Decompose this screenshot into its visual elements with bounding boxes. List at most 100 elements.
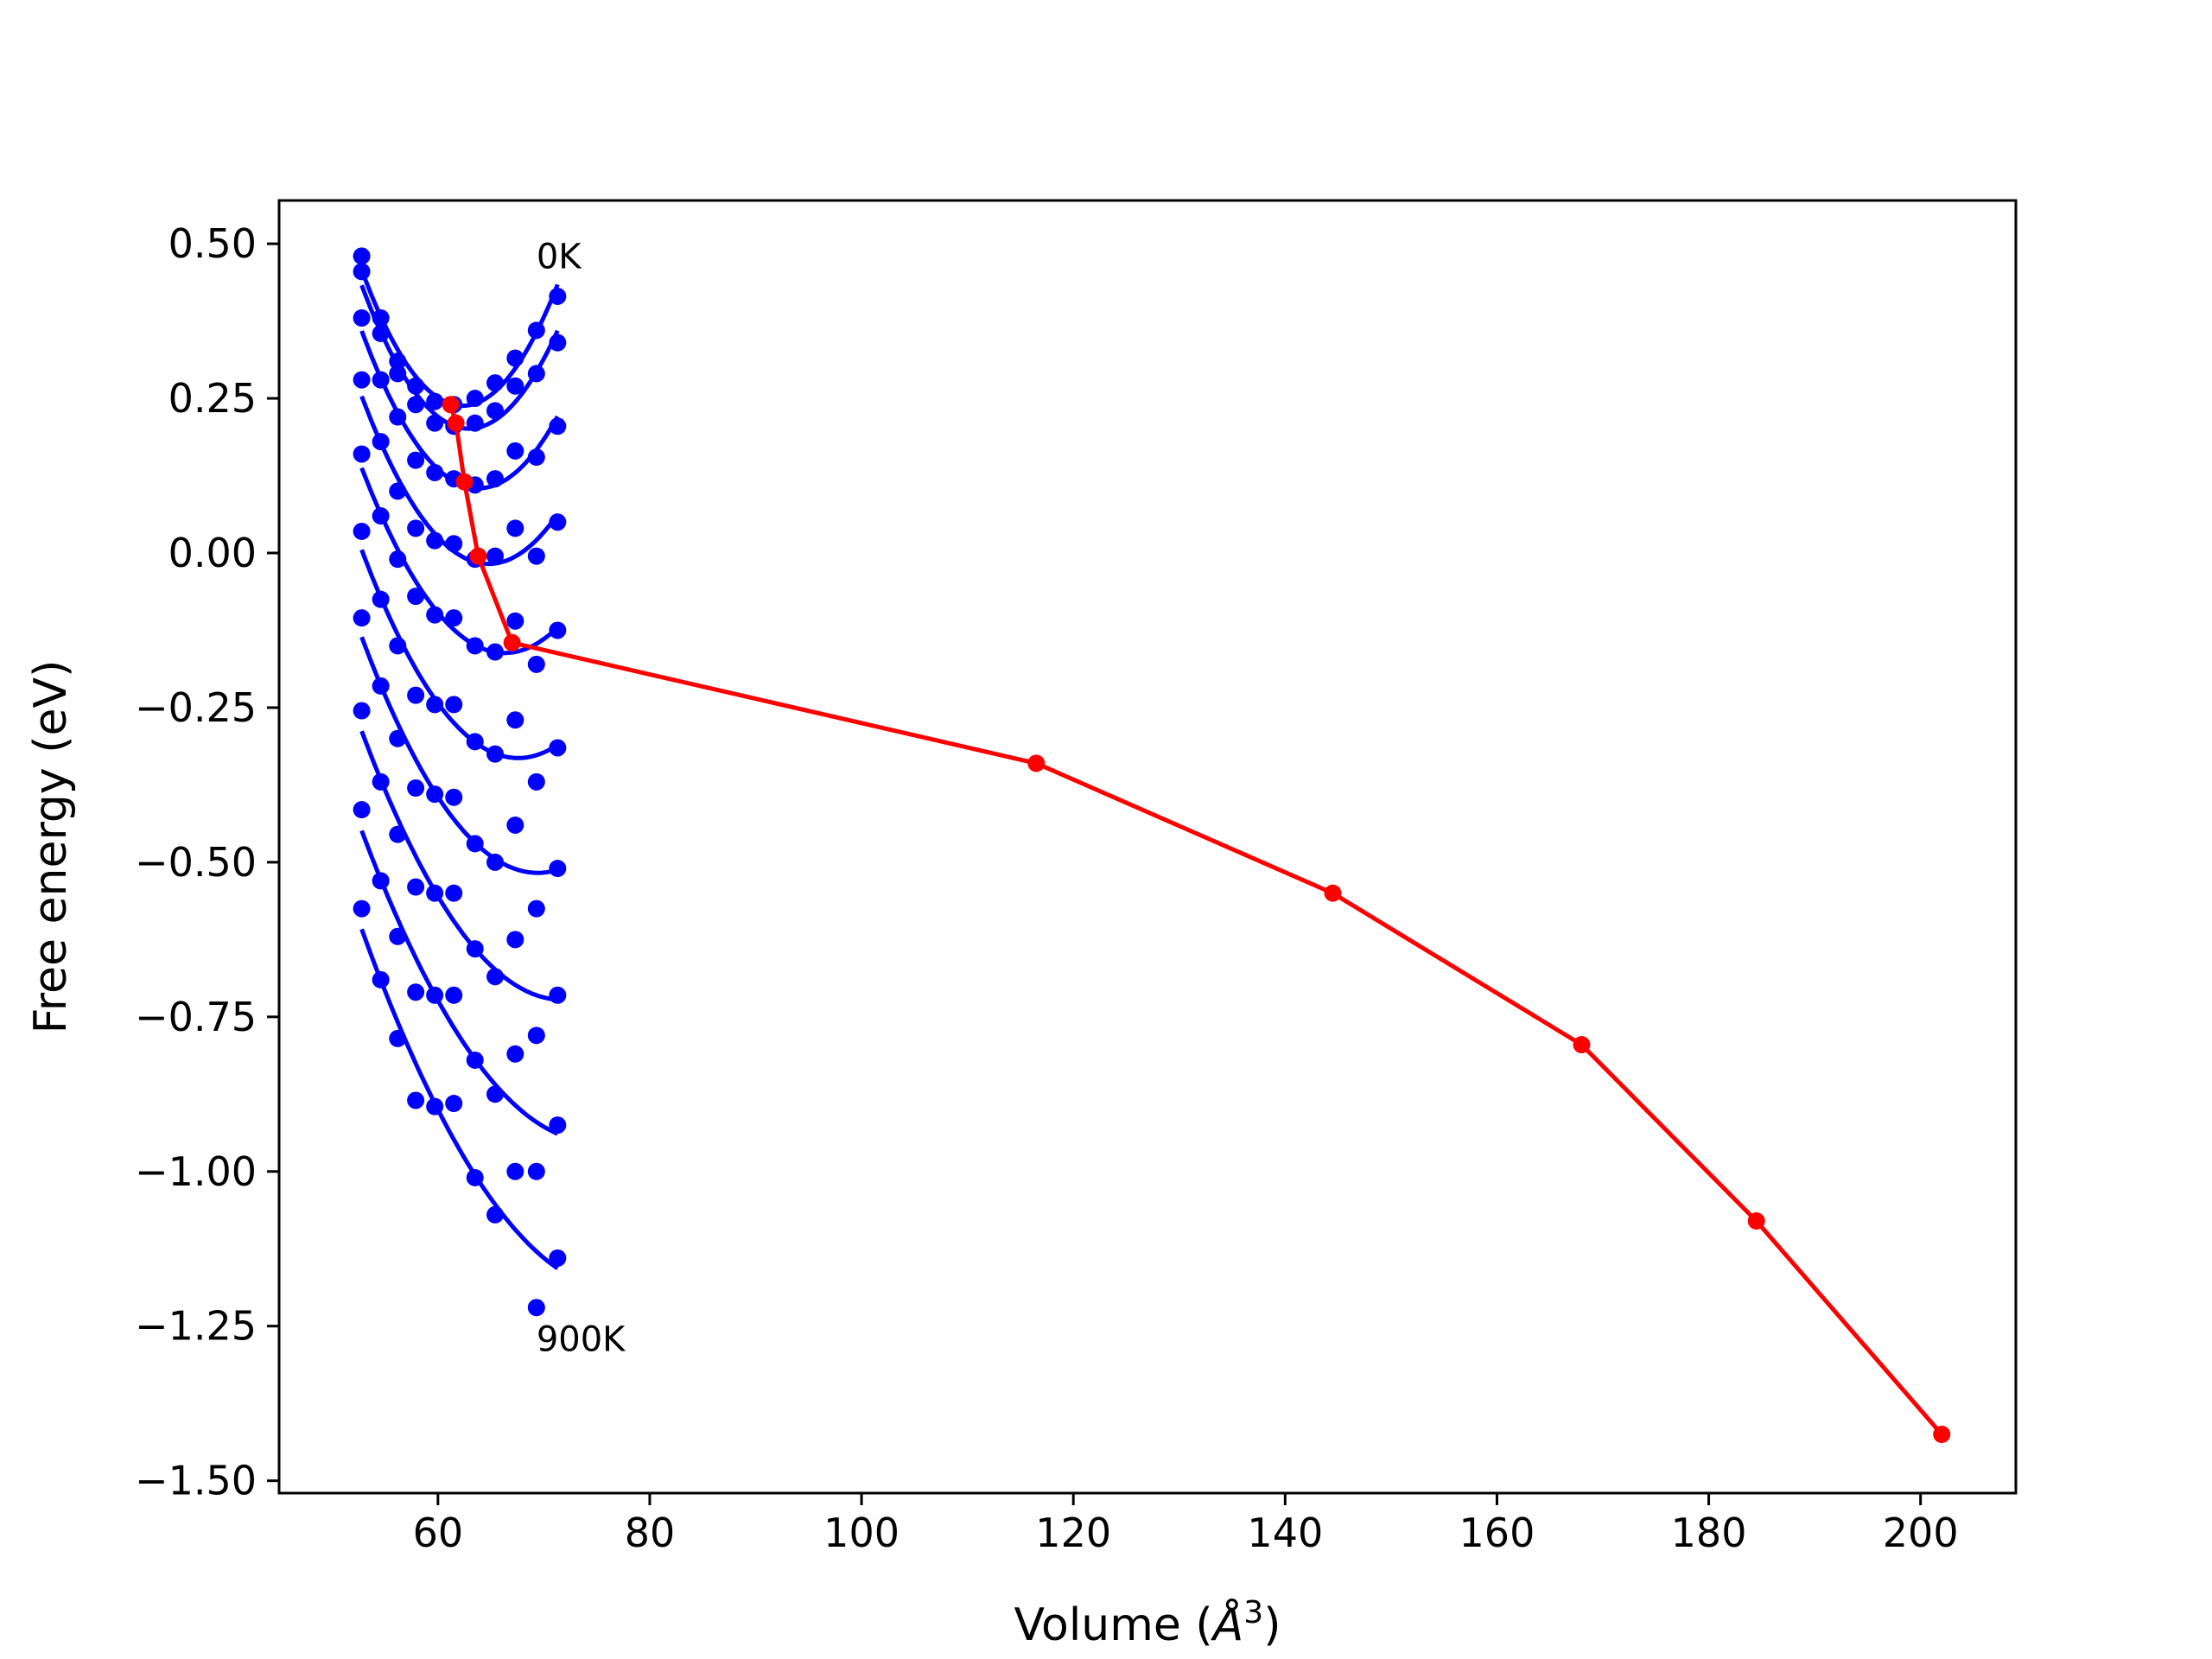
isotherm-point — [445, 788, 463, 806]
plot-frame — [277, 199, 2018, 1495]
isotherm-point — [407, 878, 425, 896]
isotherm-point — [486, 853, 505, 871]
isotherm-curve — [359, 636, 558, 875]
minimum-path-point — [455, 473, 474, 491]
isotherm-point — [372, 872, 390, 890]
isotherm-point — [506, 442, 524, 460]
minimum-path-point — [1324, 884, 1342, 902]
isotherm-point — [486, 470, 505, 488]
isotherm-point — [486, 547, 505, 565]
isotherm-point — [372, 371, 390, 389]
isotherm-curve — [359, 467, 560, 656]
isotherm-point — [389, 825, 407, 843]
y-tick-label: 0.25 — [168, 375, 257, 422]
isotherm-point — [549, 860, 567, 878]
y-tick-label: −1.50 — [135, 1458, 257, 1504]
isotherm-point — [407, 377, 425, 395]
isotherm-point — [353, 899, 371, 918]
x-tick-label: 180 — [1671, 1510, 1747, 1556]
isotherm-point — [486, 745, 505, 763]
y-tick-label: 0.00 — [168, 530, 257, 576]
isotherm-point — [486, 1205, 505, 1224]
isotherm-point — [527, 365, 545, 383]
isotherm-point — [353, 801, 371, 819]
x-tick-label: 140 — [1247, 1510, 1323, 1556]
isotherm-point — [549, 334, 567, 352]
y-tick-label: −0.75 — [135, 994, 257, 1040]
temperature-annotation: 900K — [537, 1319, 626, 1359]
y-tick-label: −1.25 — [135, 1303, 257, 1350]
minimum-path-point — [1573, 1036, 1591, 1054]
isotherm-point — [506, 612, 524, 630]
isotherm-point — [372, 677, 390, 695]
isotherm-curve — [359, 395, 560, 567]
isotherm-point — [426, 884, 444, 902]
isotherm-point — [549, 1249, 567, 1267]
isotherm-point — [527, 547, 545, 565]
isotherm-point — [466, 835, 484, 853]
x-tick-label: 200 — [1883, 1510, 1959, 1556]
minimum-path-point — [1747, 1212, 1765, 1230]
isotherm-point — [549, 739, 567, 757]
isotherm-point — [527, 1027, 545, 1045]
isotherm-point — [353, 309, 371, 327]
isotherm-point — [426, 392, 444, 410]
isotherm-curve — [359, 928, 559, 1271]
isotherm-point — [407, 1091, 425, 1109]
isotherm-point — [506, 349, 524, 367]
isotherm-point — [506, 816, 524, 834]
isotherm-point — [372, 772, 390, 791]
x-axis-ticks: 60 80 100 120 140 160 180 200 — [413, 1493, 1959, 1556]
isotherm-point — [353, 445, 371, 463]
isotherm-point — [407, 519, 425, 537]
isotherm-point — [549, 417, 567, 435]
y-axis-ticks: 0.50 0.25 0.00 −0.25 −0.50 −0.75 −1.00 −1.25 −1.… — [135, 220, 279, 1504]
isotherm-point — [527, 1162, 545, 1180]
isotherm-point — [506, 377, 524, 395]
y-tick-label: 0.50 — [168, 220, 257, 267]
minimum-path-point — [447, 414, 465, 432]
isotherm-point — [445, 609, 463, 627]
isotherm-point — [389, 729, 407, 747]
isotherm-curve — [359, 730, 558, 1002]
isotherm-point — [426, 531, 444, 550]
isotherm-point — [426, 1097, 444, 1116]
isotherm-point — [486, 1085, 505, 1103]
isotherm-point — [527, 321, 545, 340]
isotherm-point — [389, 365, 407, 383]
x-tick-label: 120 — [1035, 1510, 1111, 1556]
isotherm-point — [527, 655, 545, 673]
isotherm-point — [426, 696, 444, 714]
isotherm-point — [506, 1045, 524, 1063]
isotherm-point — [527, 772, 545, 791]
isotherm-point — [372, 433, 390, 451]
isotherm-point — [426, 986, 444, 1004]
minimum-path-point — [1933, 1426, 1951, 1443]
isotherm-point — [389, 353, 407, 371]
isotherm-point — [549, 1116, 567, 1135]
isotherm-point — [506, 519, 524, 537]
isotherm-point — [407, 588, 425, 606]
isotherm-point — [549, 986, 567, 1004]
isotherm-point — [486, 374, 505, 392]
isotherm-point — [527, 448, 545, 467]
isotherm-curve — [359, 549, 559, 760]
minimum-path-point — [442, 396, 460, 414]
isotherm-point — [466, 637, 484, 655]
isotherm-point — [426, 785, 444, 804]
isotherm-point — [486, 968, 505, 986]
x-tick-label: 160 — [1459, 1510, 1535, 1556]
isotherm-points — [353, 247, 567, 1317]
isotherm-point — [407, 983, 425, 1001]
isotherm-point — [407, 451, 425, 469]
isotherm-point — [445, 1095, 463, 1113]
temperature-annotation: 0K — [537, 238, 582, 277]
temperature-annotations: 0K 900K — [537, 238, 626, 1360]
y-tick-label: −0.50 — [135, 839, 257, 886]
isotherm-point — [407, 686, 425, 704]
isotherm-point — [353, 263, 371, 281]
isotherm-point — [549, 287, 567, 305]
x-axis-label: Volume (Å3) — [1014, 1595, 1281, 1651]
x-tick-label: 100 — [823, 1510, 899, 1556]
